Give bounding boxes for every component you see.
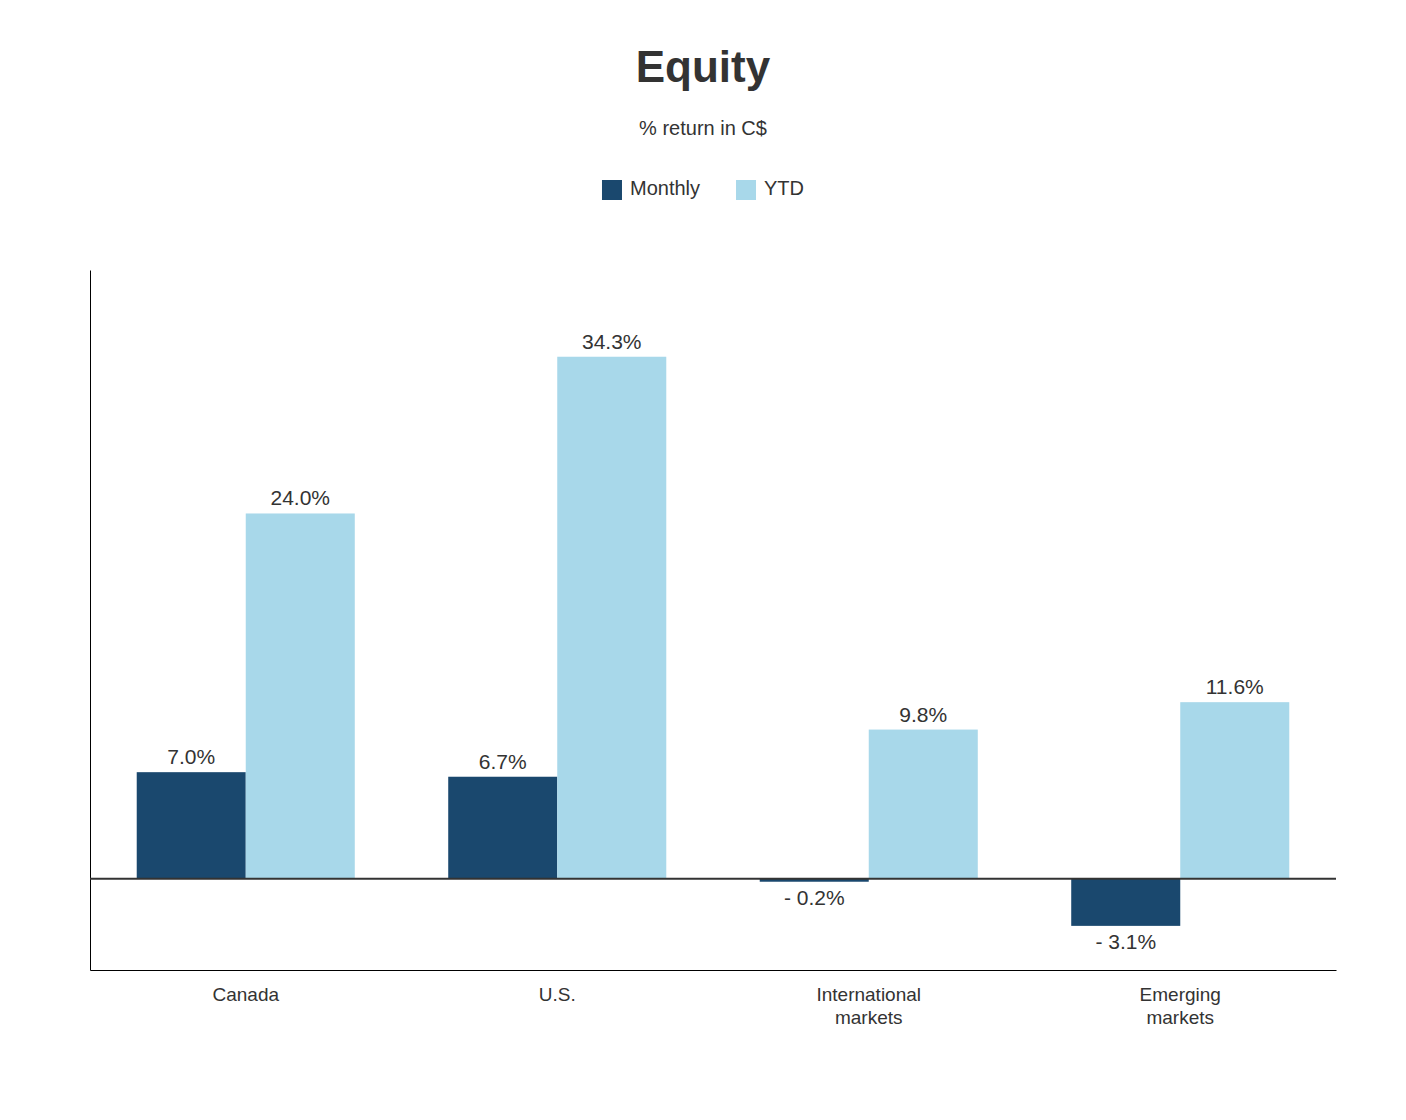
y-axis [90,271,91,971]
bar [1071,879,1180,926]
x-axis: Canada U.S. Internationalmarkets Emergingma… [91,970,1337,1028]
x-tick: Internationalmarkets [816,970,921,1028]
legend-item: Monthly [602,177,700,200]
x-tick-label: Emergingmarkets [1140,984,1221,1028]
bars [137,357,1290,926]
x-axis-line [91,970,1337,971]
bar [448,777,557,879]
legend-swatch [736,180,756,200]
x-tick-label: U.S. [539,984,576,1005]
data-label: 11.6% [1206,675,1264,698]
bar [869,730,978,879]
data-labels: 7.0% 6.7% - 0.2% - 3.1% 24.0% 34.3% 9.8% 11.6% [167,330,1263,953]
data-label: - 0.2% [784,886,845,909]
legend-item: YTD [736,177,804,200]
legend-label: Monthly [630,177,700,199]
data-label: 6.7% [479,750,527,773]
x-tick: Emergingmarkets [1140,970,1221,1028]
x-tick-label: Internationalmarkets [816,984,921,1028]
bar [137,772,246,879]
x-tick-label: Canada [212,984,279,1005]
y-axis-line [90,271,91,971]
data-label: 24.0% [270,486,330,509]
legend: Monthly YTD [602,177,804,200]
legend-label: YTD [764,177,804,199]
bar [1180,702,1289,879]
data-label: 34.3% [582,330,642,353]
title: Equity [636,42,771,91]
x-tick: Canada [212,970,279,1005]
plot: Canada U.S. Internationalmarkets Emergingma… [90,271,1337,1029]
baseline [90,878,1336,880]
data-label: 7.0% [167,745,215,768]
chart: Equity % return in C$ Monthly YTD Canada U.S.… [0,0,1406,1120]
data-label: - 3.1% [1095,930,1156,953]
x-tick: U.S. [539,970,576,1005]
data-label: 9.8% [899,703,947,726]
bar [246,513,355,878]
bar [557,357,666,879]
subtitle: % return in C$ [639,117,767,139]
legend-swatch [602,180,622,200]
